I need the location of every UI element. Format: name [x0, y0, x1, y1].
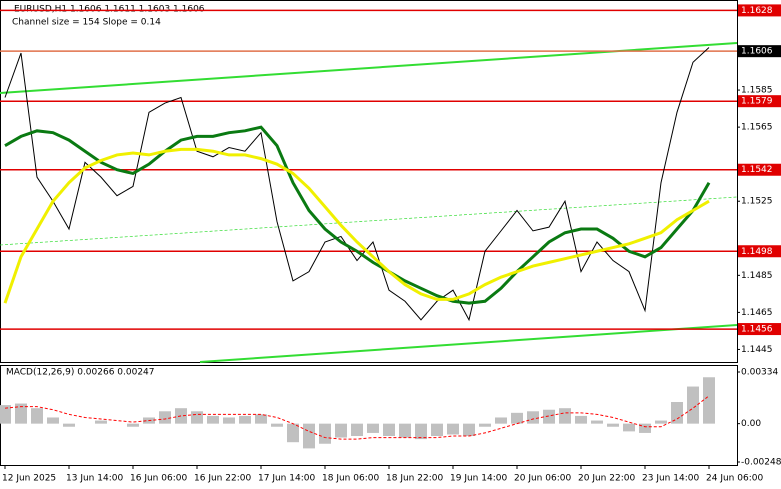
y-tick-label: 1.1525 [741, 197, 773, 207]
macd-bar [655, 420, 667, 424]
x-tick-label: 19 Jun 14:00 [450, 474, 507, 484]
macd-bar [399, 423, 411, 438]
macd-bar [575, 415, 587, 424]
macd-bar [671, 402, 683, 424]
x-tick-label: 20 Jun 06:00 [514, 474, 571, 484]
macd-bar [431, 423, 443, 437]
level-label: 1.1579 [741, 97, 773, 107]
price-panel [0, 0, 738, 363]
macd-bar [495, 417, 507, 424]
macd-bar [463, 423, 475, 437]
channel-mid [0, 196, 738, 246]
x-tick-label: 18 Jun 22:00 [386, 474, 443, 484]
macd-bar [127, 423, 139, 427]
level-label: 1.1456 [741, 325, 773, 335]
y-tick-label: 1.1485 [741, 271, 773, 281]
macd-bar [223, 417, 235, 424]
macd-bar [31, 408, 43, 424]
macd-bar [287, 423, 299, 443]
macd-bar [367, 423, 379, 433]
macd-bar [415, 423, 427, 440]
x-tick-label: 18 Jun 06:00 [322, 474, 379, 484]
x-tick-label: 20 Jun 22:00 [578, 474, 635, 484]
x-tick-label: 13 Jun 14:00 [66, 474, 123, 484]
y-tick-label: -0.00248 [741, 458, 781, 468]
macd-bar [527, 411, 539, 424]
y-tick-label: 0.00334 [741, 368, 778, 378]
level-label-box [738, 163, 781, 176]
level-label: 1.1606 [741, 47, 773, 57]
macd-bar [351, 423, 363, 437]
macd-bar [239, 415, 251, 424]
y-tick-label: 1.1585 [741, 86, 773, 96]
level-label-box [738, 4, 781, 17]
price-line [4, 125, 711, 305]
level-label-box [738, 323, 781, 336]
macd-bar [15, 403, 27, 424]
price-line [3, 147, 710, 304]
macd-bar [383, 423, 395, 437]
macd-bar [479, 423, 491, 427]
macd-bar [271, 423, 283, 427]
chart-subtitle: Channel size = 154 Slope = 0.14 [12, 18, 161, 28]
x-tick-label: 16 Jun 22:00 [194, 474, 251, 484]
macd-bar [559, 408, 571, 424]
level-label: 1.1542 [741, 165, 773, 175]
signal-line [4, 395, 710, 440]
macd-bar [543, 409, 555, 424]
macd-title: MACD(12,26,9) 0.00266 0.00247 [6, 368, 155, 378]
macd-bar [623, 423, 635, 432]
macd-bar [159, 411, 171, 424]
y-tick-label: 1.1465 [741, 308, 773, 318]
x-tick-label: 23 Jun 14:00 [642, 474, 699, 484]
macd-bar [0, 405, 11, 424]
macd-bar [591, 420, 603, 424]
level-label: 1.1628 [741, 6, 773, 16]
macd-bar [207, 415, 219, 424]
macd-bar [335, 423, 347, 438]
y-tick-label: 0.00 [741, 419, 761, 429]
macd-bar [303, 423, 315, 449]
level-label-box [738, 245, 781, 258]
macd-bar [687, 386, 699, 424]
macd-bar [511, 412, 523, 424]
level-label-box [738, 95, 781, 108]
macd-bar [607, 423, 619, 427]
macd-bar [319, 423, 331, 444]
chart-title: EURUSD,H1 1.1606 1.1611 1.1603 1.1606 [14, 5, 205, 15]
macd-bar [47, 417, 59, 424]
macd-bar [639, 423, 651, 433]
macd-bar [63, 423, 75, 427]
macd-bar [95, 420, 107, 424]
x-tick-label: 17 Jun 14:00 [258, 474, 315, 484]
macd-bar [191, 411, 203, 424]
channel-lower [199, 324, 738, 363]
macd-bar [703, 377, 715, 424]
y-tick-label: 1.1445 [741, 345, 773, 355]
x-tick-label: 24 Jun 06:00 [706, 474, 763, 484]
x-tick-label: 16 Jun 06:00 [130, 474, 187, 484]
level-label-box [738, 45, 781, 58]
macd-bar [447, 423, 459, 435]
y-tick-label: 1.1565 [741, 123, 773, 133]
macd-bar [255, 414, 267, 424]
x-tick-label: 12 Jun 2025 [2, 474, 56, 484]
level-label: 1.1498 [741, 247, 773, 257]
